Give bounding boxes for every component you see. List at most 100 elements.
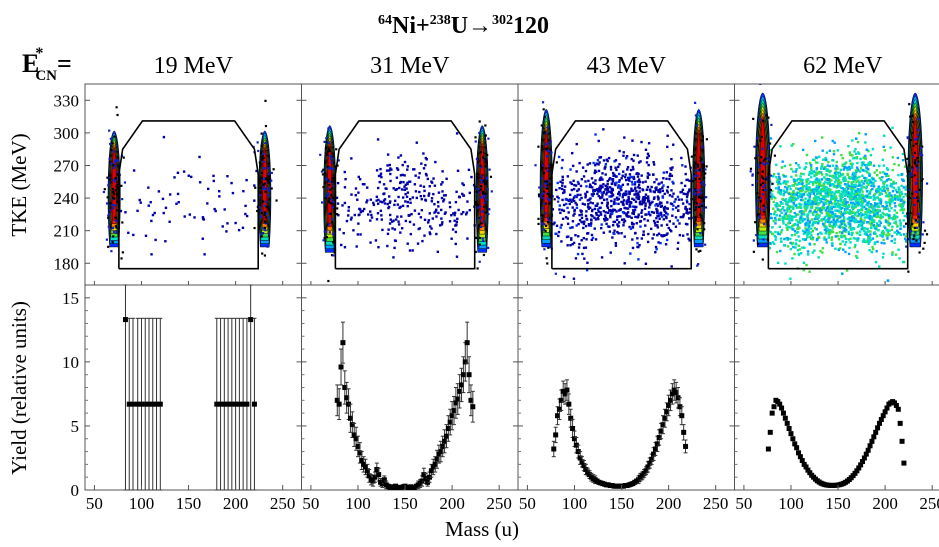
tke-point [634,200,638,203]
tke-point [822,182,826,185]
tke-point [811,183,815,186]
tke-point [883,207,886,210]
tke-point [630,187,633,190]
tke-point [858,184,862,187]
tke-point [834,197,837,201]
tke-point [696,165,700,168]
tke-point [441,190,444,193]
tke-point [423,189,426,193]
tke-point [854,183,857,186]
tke-point [433,184,437,187]
tke-point [893,221,896,225]
tke-point [601,186,604,189]
tke-point [879,201,883,205]
tke-point [543,228,546,231]
tke-point [637,193,640,197]
tke-point [479,150,483,154]
y-tick-label: 5 [71,417,80,436]
tke-point [486,153,489,157]
tke-point [883,225,886,228]
tke-point [795,187,798,190]
tke-point [263,213,266,216]
tke-point [629,252,632,255]
tke-point [884,226,887,230]
tke-point [825,151,829,154]
tke-point [762,159,765,162]
tke-point [561,217,565,220]
tke-point [615,168,618,172]
tke-point [890,185,894,188]
tke-point [789,241,792,245]
tke-point [540,193,543,196]
tke-point [440,217,443,220]
tke-point [894,253,898,256]
tke-point [646,200,650,203]
tke-point [595,213,598,216]
tke-point [662,206,666,210]
tke-point [810,218,814,221]
tke-point [875,225,878,228]
tke-point [325,230,328,233]
tke-point [468,208,471,212]
tke-point [613,208,617,212]
tke-point [393,239,397,242]
tke-point [819,198,822,202]
tke-point [852,183,855,187]
tke-point [652,233,656,236]
tke-point [876,209,879,212]
tke-point [815,228,818,231]
tke-point [839,215,842,219]
tke-point [832,223,836,226]
tke-point [546,126,549,129]
tke-point [893,202,896,205]
tke-point [829,184,832,187]
tke-point [838,226,842,229]
tke-point [606,182,609,186]
tke-point [162,211,165,215]
tke-point [811,172,814,175]
tke-point [866,201,869,205]
tke-point [335,196,339,199]
yield-point [347,415,353,421]
tke-point [827,193,831,196]
tke-point [774,219,777,222]
tke-point [821,149,824,152]
tke-point [581,166,585,169]
tke-point [607,156,611,160]
tke-point [677,209,680,212]
tke-point [827,216,830,219]
tke-point [591,208,594,212]
tke-point [386,164,389,167]
tke-point [588,185,591,189]
tke-point [856,211,859,214]
yield-point [551,446,557,452]
tke-point [534,164,537,167]
tke-point [256,209,259,213]
yield-point [447,419,453,425]
tke-point [413,168,416,171]
tke-point [259,215,263,218]
tke-point [333,232,336,235]
tke-point [840,153,843,157]
tke-point [695,224,698,227]
tke-point [917,215,920,218]
tke-point [801,220,804,223]
tke-point [538,186,541,189]
tke-point [699,215,702,218]
tke-point [575,170,578,173]
tke-point [198,155,201,159]
tke-point [857,179,860,182]
tke-point [657,198,660,201]
tke-point [637,178,641,181]
tke-point [800,196,804,199]
tke-point [354,194,357,197]
tke-point [885,184,889,187]
tke-point [865,179,869,182]
tke-point [898,198,901,201]
tke-point [646,195,650,198]
tke-point [919,151,922,154]
tke-point [815,184,819,188]
tke-point [702,164,705,167]
tke-point [111,241,114,244]
tke-point [628,225,631,229]
